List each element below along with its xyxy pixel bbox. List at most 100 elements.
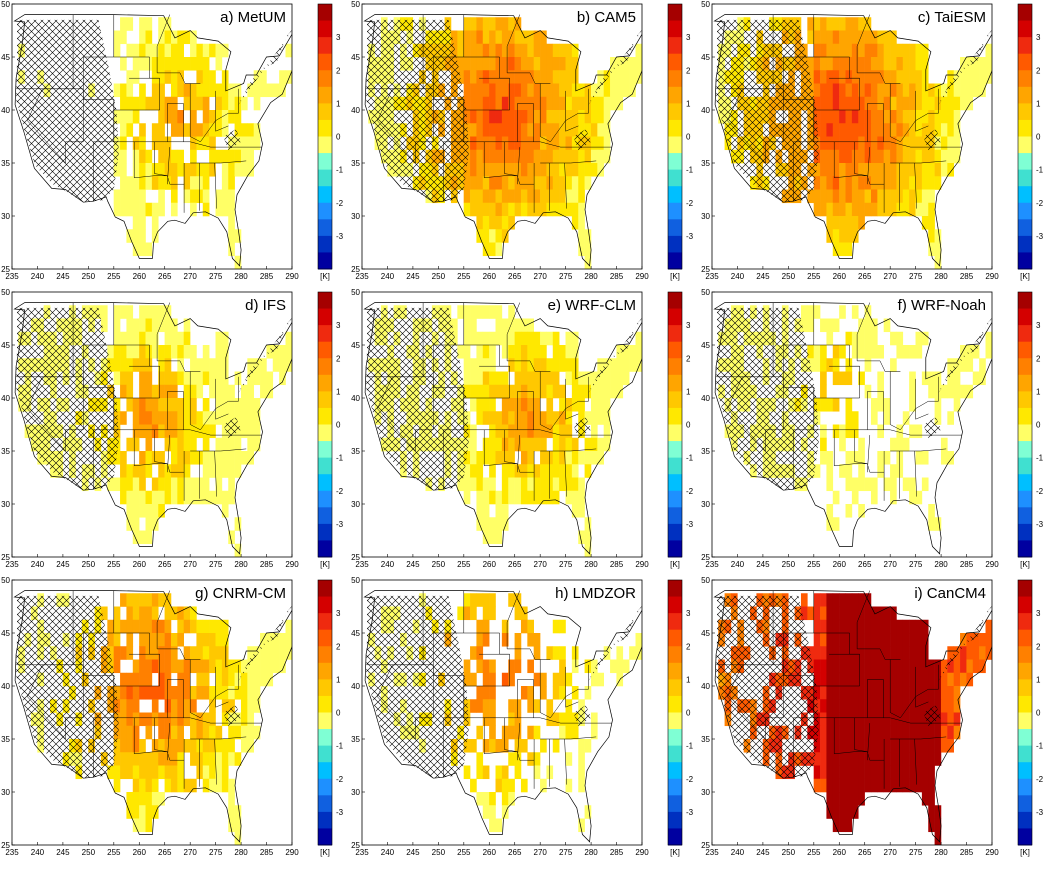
- grid-cell: [514, 176, 522, 190]
- grid-cell: [584, 149, 592, 164]
- grid-cell: [896, 136, 904, 151]
- grid-cell: [909, 672, 916, 687]
- grid-cell: [820, 593, 827, 607]
- grid-cell: [832, 424, 840, 439]
- colorbar-tick-label: 3: [336, 609, 341, 618]
- grid-cell: [533, 633, 541, 647]
- grid-cell: [858, 318, 865, 333]
- grid-cell: [845, 464, 853, 478]
- grid-cell: [266, 659, 274, 674]
- grid-cell: [158, 686, 165, 700]
- grid-cell: [820, 686, 827, 700]
- grid-cell: [845, 229, 853, 243]
- grid-cell: [113, 189, 121, 204]
- colorbar-swatch: [318, 341, 332, 359]
- grid-cell: [527, 123, 534, 137]
- grid-cell: [820, 398, 827, 412]
- grid-cell: [209, 619, 216, 634]
- grid-cell: [139, 451, 146, 465]
- grid-cell: [120, 451, 127, 465]
- grid-cell: [820, 451, 827, 465]
- grid-cell: [629, 358, 636, 372]
- grid-cell: [228, 792, 235, 806]
- grid-cell: [877, 606, 884, 621]
- grid-cell: [979, 358, 986, 372]
- grid-cell: [151, 216, 159, 230]
- grid-cell: [858, 593, 865, 607]
- grid-cell: [915, 672, 923, 687]
- grid-cell: [527, 398, 534, 412]
- grid-cell: [463, 189, 471, 204]
- grid-cell: [158, 659, 165, 674]
- grid-cell: [240, 384, 248, 399]
- grid-cell: [221, 752, 229, 766]
- grid-cell: [489, 686, 496, 700]
- grid-cell: [476, 504, 484, 518]
- grid-cell: [177, 699, 184, 713]
- grid-cell: [177, 30, 184, 45]
- grid-cell: [820, 424, 827, 439]
- grid-cell: [470, 17, 477, 31]
- grid-cell: [972, 659, 980, 674]
- x-tick-label: 280: [584, 272, 598, 281]
- grid-cell: [629, 57, 636, 71]
- grid-cell: [845, 805, 853, 819]
- colorbar-swatch: [668, 235, 682, 253]
- grid-cell: [546, 57, 554, 71]
- grid-cell: [470, 331, 477, 346]
- x-tick-label: 250: [432, 272, 446, 281]
- grid-cell: [877, 752, 884, 766]
- grid-cell: [247, 384, 254, 399]
- grid-cell: [832, 202, 840, 217]
- grid-cell: [158, 384, 165, 399]
- y-tick-label: 35: [701, 735, 710, 744]
- grid-cell: [139, 778, 146, 793]
- grid-cell: [501, 83, 509, 98]
- grid-cell: [851, 805, 859, 819]
- grid-cell: [489, 593, 496, 607]
- grid-cell: [565, 331, 573, 346]
- grid-cell: [476, 765, 484, 780]
- grid-cell: [820, 437, 827, 452]
- grid-cell: [470, 398, 477, 412]
- grid-cell: [527, 619, 534, 634]
- y-tick-label: 25: [701, 265, 710, 274]
- grid-cell: [470, 57, 477, 71]
- grid-cell: [190, 490, 197, 505]
- grid-cell: [590, 136, 598, 151]
- grid-cell: [851, 778, 859, 793]
- grid-cell: [552, 43, 560, 58]
- grid-cell: [832, 725, 840, 740]
- grid-cell: [540, 739, 547, 753]
- grid-cell: [482, 149, 490, 164]
- state-boundary: [17, 376, 84, 451]
- grid-cell: [202, 43, 210, 58]
- grid-cell: [183, 619, 191, 634]
- grid-cell: [839, 30, 846, 45]
- state-boundary: [890, 736, 947, 740]
- x-tick-label: 290: [285, 272, 299, 281]
- colorbar-swatch: [1018, 828, 1032, 846]
- state-boundary: [856, 302, 901, 372]
- grid-cell: [495, 490, 503, 505]
- grid-cell: [145, 619, 153, 634]
- grid-cell: [177, 411, 184, 425]
- grid-cell: [527, 752, 534, 766]
- grid-cell: [501, 451, 509, 465]
- grid-cell: [508, 176, 515, 190]
- colorbar-swatch: [318, 457, 332, 475]
- grid-cell: [164, 619, 172, 634]
- grid-cell: [940, 123, 948, 137]
- grid-cell: [883, 57, 891, 71]
- map-panel: g) CNRM-CM 235 240 245 250 255 260 265 270 275 280…: [0, 576, 350, 869]
- grid-cell: [546, 149, 554, 164]
- grid-cell: [934, 255, 942, 269]
- colorbar-swatch: [318, 490, 332, 508]
- grid-cell: [151, 398, 159, 412]
- grid-cell: [985, 70, 992, 84]
- grid-cell: [508, 778, 515, 793]
- grid-cell: [132, 96, 140, 111]
- colorbar-tick-label: 1: [686, 387, 691, 396]
- grid-cell: [864, 712, 872, 727]
- grid-cell: [190, 739, 197, 753]
